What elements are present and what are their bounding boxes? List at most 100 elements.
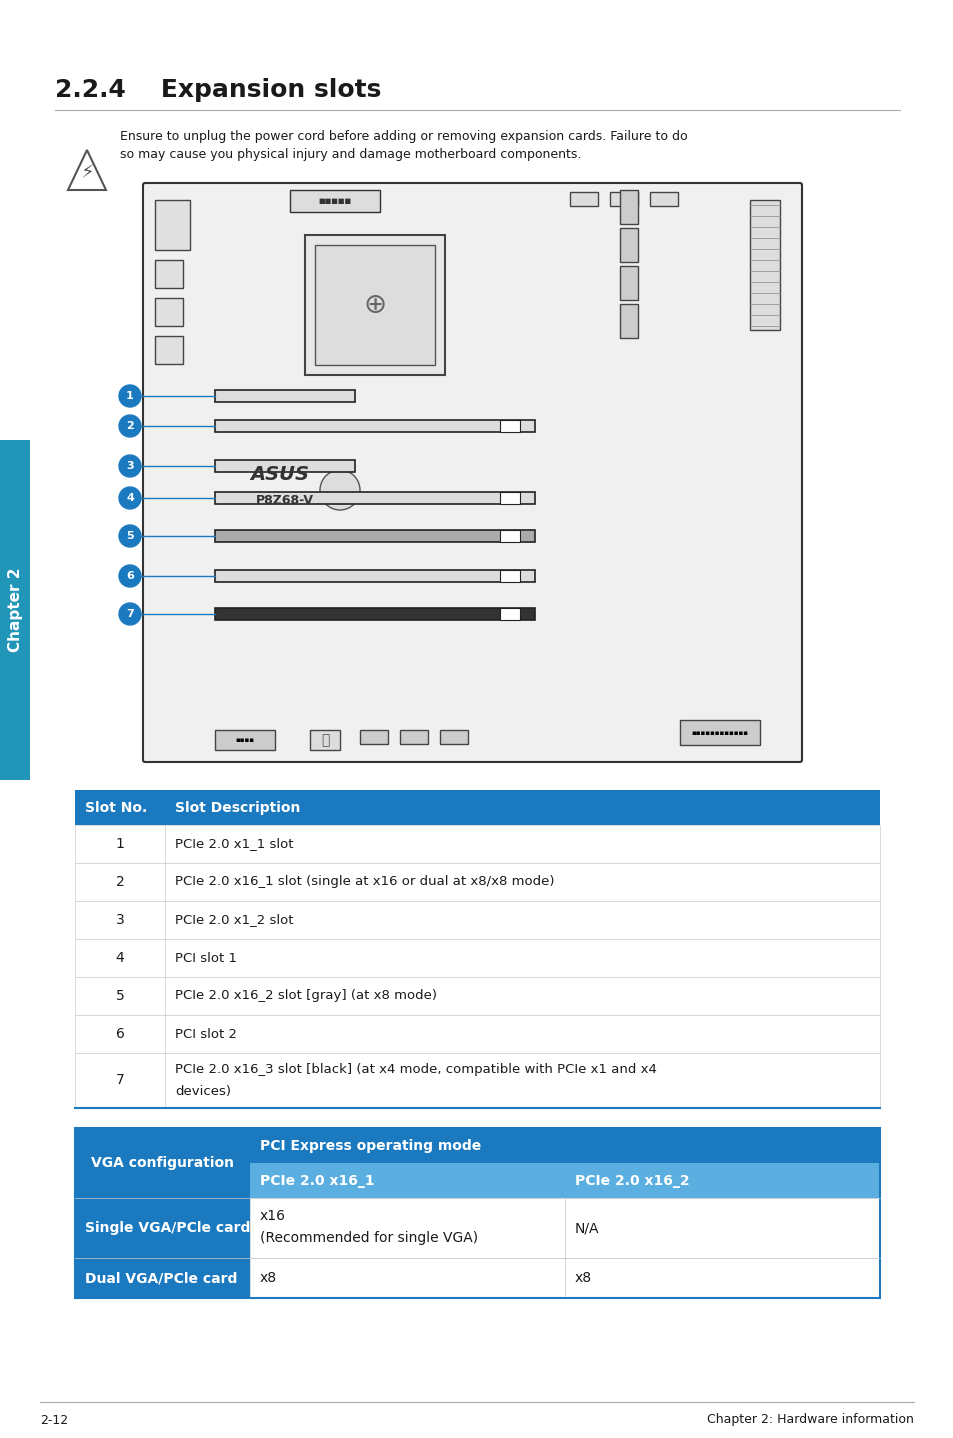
FancyBboxPatch shape (143, 183, 801, 762)
Text: 6: 6 (115, 1027, 124, 1041)
Text: 5: 5 (126, 531, 133, 541)
Bar (214, 531, 535, 542)
Text: PCIe 2.0 x16_2 slot [gray] (at x8 mode): PCIe 2.0 x16_2 slot [gray] (at x8 mode) (174, 989, 436, 1002)
Text: 7: 7 (126, 610, 133, 618)
Bar (75, 939, 879, 976)
Text: 2-12: 2-12 (40, 1414, 68, 1426)
Bar (250, 1163, 564, 1198)
Bar (250, 1127, 879, 1163)
Text: x8: x8 (575, 1271, 592, 1286)
Text: 4: 4 (115, 951, 124, 965)
Circle shape (119, 385, 141, 407)
Text: 2: 2 (126, 421, 133, 431)
Text: PCIe 2.0 x16_3 slot [black] (at x4 mode, compatible with PCIe x1 and x4: PCIe 2.0 x16_3 slot [black] (at x4 mode,… (174, 1063, 657, 1076)
Bar (214, 731, 274, 751)
Text: 3: 3 (126, 462, 133, 472)
Bar (75, 1015, 879, 1053)
Text: 3: 3 (115, 913, 124, 928)
Bar (619, 190, 638, 224)
Circle shape (119, 487, 141, 509)
Text: (Recommended for single VGA): (Recommended for single VGA) (260, 1231, 477, 1245)
Bar (75, 825, 879, 863)
Text: PCI Express operating mode: PCI Express operating mode (260, 1139, 480, 1153)
Text: ⊕: ⊕ (363, 290, 386, 319)
Bar (75, 863, 879, 902)
Bar (499, 569, 519, 582)
Text: ▪▪▪▪▪▪▪▪▪▪▪▪: ▪▪▪▪▪▪▪▪▪▪▪▪ (691, 731, 748, 736)
Text: x16: x16 (260, 1209, 286, 1222)
Bar (154, 336, 183, 364)
Bar (75, 1127, 250, 1198)
Bar (305, 234, 444, 375)
Bar (314, 244, 435, 365)
Bar (649, 193, 678, 206)
Bar (75, 1053, 879, 1109)
Text: 5: 5 (115, 989, 124, 1002)
Text: ⏻: ⏻ (320, 733, 329, 746)
Text: N/A: N/A (575, 1221, 598, 1235)
Bar (679, 720, 760, 745)
Bar (399, 731, 428, 743)
Bar (499, 608, 519, 620)
Bar (250, 1258, 564, 1299)
Text: Chapter 2: Hardware information: Chapter 2: Hardware information (706, 1414, 913, 1426)
Bar (569, 193, 598, 206)
Text: 1: 1 (115, 837, 124, 851)
Circle shape (119, 454, 141, 477)
Bar (499, 420, 519, 431)
Bar (499, 492, 519, 503)
Bar (214, 608, 535, 620)
Text: Single VGA/PCle card: Single VGA/PCle card (85, 1221, 250, 1235)
Text: Dual VGA/PCle card: Dual VGA/PCle card (85, 1271, 237, 1286)
Bar (359, 731, 388, 743)
Text: PCIe 2.0 x16_2: PCIe 2.0 x16_2 (575, 1173, 689, 1188)
Bar (439, 731, 468, 743)
Bar (75, 902, 879, 939)
Text: PCI slot 1: PCI slot 1 (174, 952, 236, 965)
Text: P8Z68-V: P8Z68-V (255, 493, 314, 506)
Bar (609, 193, 638, 206)
Text: Chapter 2: Chapter 2 (8, 568, 23, 653)
Text: devices): devices) (174, 1084, 231, 1097)
Text: Ensure to unplug the power cord before adding or removing expansion cards. Failu: Ensure to unplug the power cord before a… (120, 129, 687, 161)
Bar (499, 531, 519, 542)
Bar (290, 190, 379, 211)
Bar (154, 260, 183, 288)
Text: Slot Description: Slot Description (174, 801, 300, 815)
Bar (619, 266, 638, 301)
Bar (75, 789, 879, 825)
Text: ASUS: ASUS (251, 466, 309, 485)
Text: PCIe 2.0 x1_1 slot: PCIe 2.0 x1_1 slot (174, 837, 294, 850)
Bar (75, 1127, 879, 1299)
Text: Slot No.: Slot No. (85, 801, 147, 815)
Bar (214, 569, 535, 582)
Bar (214, 460, 355, 472)
Bar (564, 1198, 879, 1258)
Bar (564, 1258, 879, 1299)
Bar (310, 731, 339, 751)
Bar (214, 492, 535, 503)
Bar (564, 1163, 879, 1198)
Bar (75, 1258, 250, 1299)
Circle shape (119, 416, 141, 437)
Circle shape (119, 603, 141, 626)
Bar (250, 1198, 564, 1258)
Text: x8: x8 (260, 1271, 276, 1286)
Text: ⚡: ⚡ (80, 164, 93, 183)
Bar (154, 200, 190, 250)
Text: 7: 7 (115, 1074, 124, 1087)
Text: PCIe 2.0 x1_2 slot: PCIe 2.0 x1_2 slot (174, 913, 294, 926)
Circle shape (119, 565, 141, 587)
Text: 6: 6 (126, 571, 133, 581)
Text: 4: 4 (126, 493, 133, 503)
Bar (749, 200, 780, 329)
Circle shape (119, 525, 141, 546)
Circle shape (319, 470, 359, 510)
Text: PCIe 2.0 x16_1 slot (single at x16 or dual at x8/x8 mode): PCIe 2.0 x16_1 slot (single at x16 or du… (174, 876, 554, 889)
Bar (75, 976, 879, 1015)
Text: ▪▪▪▪: ▪▪▪▪ (235, 738, 254, 743)
Text: 2: 2 (115, 874, 124, 889)
Text: PCI slot 2: PCI slot 2 (174, 1028, 236, 1041)
Text: PCIe 2.0 x16_1: PCIe 2.0 x16_1 (260, 1173, 375, 1188)
Text: 2.2.4    Expansion slots: 2.2.4 Expansion slots (55, 78, 381, 102)
